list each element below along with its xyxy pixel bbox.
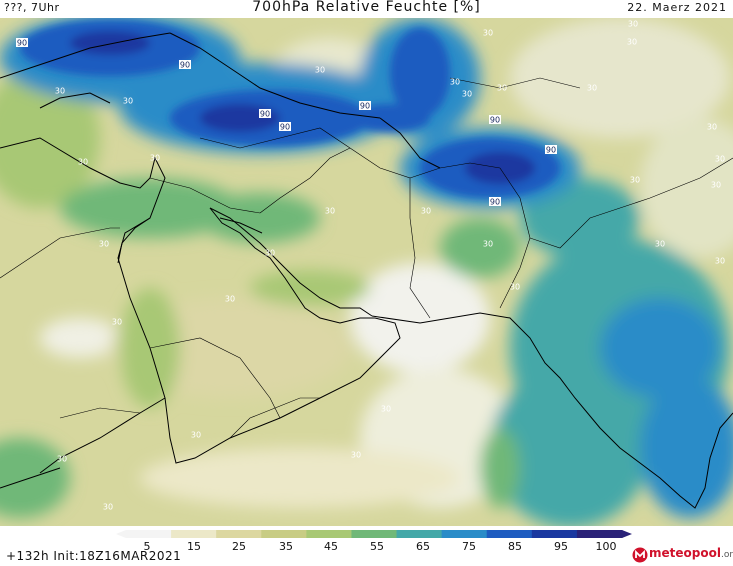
contour-label: 30 (628, 20, 638, 29)
colorbar-tick-label: 75 (462, 540, 476, 553)
contour-label: 30 (112, 318, 122, 327)
contour-label: 30 (351, 451, 361, 460)
contour-label: 30 (225, 295, 235, 304)
contour-label: 30 (325, 207, 335, 216)
contour-label: 90 (360, 102, 370, 111)
contour-label: 90 (180, 61, 190, 70)
humidity-field (0, 18, 733, 526)
contour-label: 30 (123, 97, 133, 106)
contour-label: 30 (715, 257, 725, 266)
contour-label: 30 (462, 90, 472, 99)
contour-label: 90 (280, 123, 290, 132)
contour-label-bg (16, 38, 28, 47)
contour-label: 30 (381, 405, 391, 414)
colorbar (116, 530, 632, 538)
map-title: 700hPa Relative Feuchte [%] (252, 0, 481, 15)
colorbar-segment (441, 530, 488, 538)
init-time: +132h Init:18Z16MAR2021 (6, 549, 182, 563)
contour-label: 30 (483, 240, 493, 249)
meteopool-logo-icon (632, 547, 648, 563)
colorbar-ticks: 5 15 25 35 45 55 65 75 85 95 100 (0, 540, 733, 554)
contour-label: 30 (103, 503, 113, 512)
contour-label: 90 (490, 116, 500, 125)
contour-label-bg (489, 115, 501, 124)
valid-day-label: ???, 7Uhr (4, 1, 60, 14)
borders (0, 77, 733, 439)
colorbar-tick-label: 35 (279, 540, 293, 553)
colorbar-segment (126, 530, 172, 538)
contour-label-bg (489, 197, 501, 206)
contour-label: 30 (630, 176, 640, 185)
contour-label-bg (359, 101, 371, 110)
contour-label: 30 (497, 84, 507, 93)
contour-label: 30 (57, 455, 67, 464)
header: ???, 7Uhr 700hPa Relative Feuchte [%] 22… (0, 0, 733, 18)
coastlines (0, 32, 733, 509)
colorbar-tick-label: 5 (143, 540, 151, 553)
contour-label: 30 (450, 78, 460, 87)
colorbar-segment (261, 530, 307, 538)
contour-label: 30 (55, 87, 65, 96)
colorbar-tick-label: 25 (232, 540, 246, 553)
contour-label: 30 (707, 123, 717, 132)
contour-label: 30 (587, 84, 597, 93)
colorbar-segment (306, 530, 352, 538)
contour-label: 90 (490, 198, 500, 207)
colorbar-segment (486, 530, 533, 538)
contour-label: 30 (715, 155, 725, 164)
colorbar-segment (216, 530, 262, 538)
colorbar-tick-label: 45 (324, 540, 338, 553)
meteopool-logo-text: meteopool.org (649, 546, 733, 560)
colorbar-segment (531, 530, 578, 538)
valid-date: 22. Maerz 2021 (627, 1, 727, 14)
colorbar-tick-label: 95 (554, 540, 568, 553)
colorbar-segment (171, 530, 217, 538)
contour-label-bg (259, 109, 271, 118)
colorbar-segment (351, 530, 398, 538)
contour-label: 30 (510, 283, 520, 292)
colorbar-segment (576, 530, 623, 538)
contour-label: 30 (627, 38, 637, 47)
contour-label: 30 (99, 240, 109, 249)
colorbar-tick-label: 15 (187, 540, 201, 553)
contour-label: 30 (315, 66, 325, 75)
contour-label: 30 (265, 249, 275, 258)
contour-label: 30 (421, 207, 431, 216)
colorbar-tick-label: 65 (416, 540, 430, 553)
contour-label: 30 (150, 154, 160, 163)
colorbar-min-arrow (116, 530, 126, 538)
contour-label: 30 (78, 158, 88, 167)
contour-label: 30 (483, 29, 493, 38)
contour-label-bg (179, 60, 191, 69)
colorbar-segment (396, 530, 443, 538)
colorbar-tick-label: 100 (595, 540, 617, 553)
contour-label: 90 (546, 146, 556, 155)
colorbar-tick-label: 85 (508, 540, 522, 553)
contour-label-bg (545, 145, 557, 154)
meteopool-logo[interactable]: meteopool.org (632, 546, 733, 564)
colorbar-max-arrow (622, 530, 632, 538)
contour-label-bg (279, 122, 291, 131)
contour-label: 90 (17, 39, 27, 48)
contour-label: 30 (655, 240, 665, 249)
colorbar-tick-label: 55 (370, 540, 384, 553)
contour-label: 30 (711, 181, 721, 190)
contour-label: 90 (260, 110, 270, 119)
contour-label: 30 (191, 431, 201, 440)
